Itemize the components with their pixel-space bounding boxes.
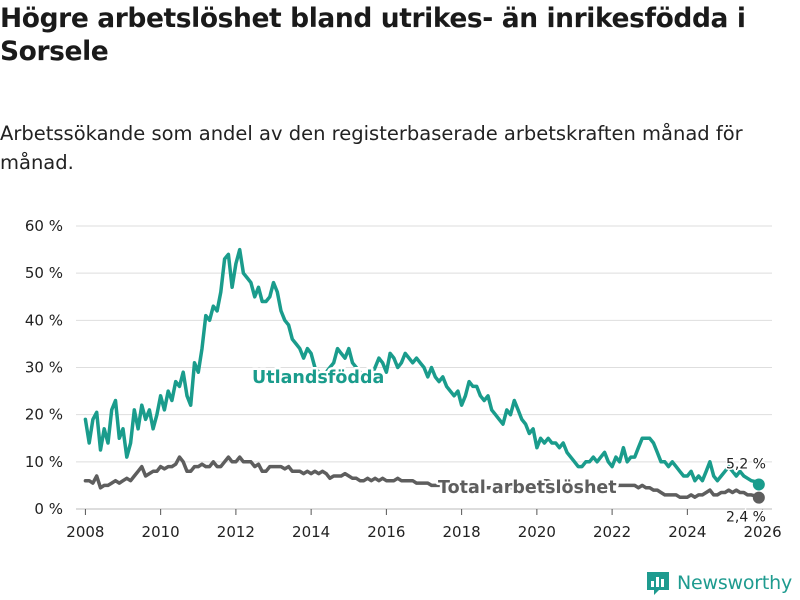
chart-subtitle: Arbetssökande som andel av den registerb… — [0, 122, 743, 174]
logo-text: Newsworthy — [677, 572, 793, 594]
series-label-total: Total arbetslöshet — [438, 478, 617, 498]
x-tick-label: 2018 — [443, 523, 481, 541]
x-tick-label: 2010 — [142, 523, 180, 541]
x-tick-label: 2024 — [668, 523, 706, 541]
y-tick-label: 20 % — [25, 406, 63, 424]
series-line-total — [83, 455, 761, 500]
bar-chart-icon — [647, 572, 669, 595]
newsworthy-logo: Newsworthy — [645, 569, 792, 597]
x-axis-ticks: 2008 2010 2012 2014 2016 2018 2020 2022 2024 2026 — [66, 509, 782, 541]
end-label-total: 2,4 % — [726, 510, 766, 526]
end-label-utlandsfodda: 5,2 % — [726, 456, 766, 472]
end-point-total — [752, 491, 765, 504]
y-tick-label: 60 % — [25, 217, 63, 235]
x-tick-label: 2012 — [217, 523, 255, 541]
y-axis-ticks: 0 % 10 % 20 % 30 % 40 % 50 % 60 % — [25, 217, 63, 518]
series-labels: Utlandsfödda Total arbetslöshet 5,2 % 2,4 % — [250, 366, 768, 528]
series-line-utlandsfodda — [83, 247, 761, 487]
x-tick-label: 2022 — [593, 523, 631, 541]
x-tick-label: 2026 — [744, 523, 782, 541]
x-tick-label: 2016 — [367, 523, 405, 541]
y-tick-label: 40 % — [25, 311, 63, 329]
end-point-utlandsfodda — [752, 478, 765, 491]
chart-title: Högre arbetslöshet bland utrikes- än inr… — [0, 3, 746, 67]
y-tick-label: 30 % — [25, 359, 63, 377]
x-tick-label: 2014 — [292, 523, 330, 541]
series-lines — [83, 247, 765, 504]
y-tick-label: 50 % — [25, 264, 63, 282]
y-tick-label: 10 % — [25, 453, 63, 471]
series-label-utlandsfodda: Utlandsfödda — [252, 368, 384, 388]
x-tick-label: 2008 — [66, 523, 104, 541]
x-tick-label: 2020 — [518, 523, 556, 541]
y-tick-label: 0 % — [34, 500, 63, 518]
